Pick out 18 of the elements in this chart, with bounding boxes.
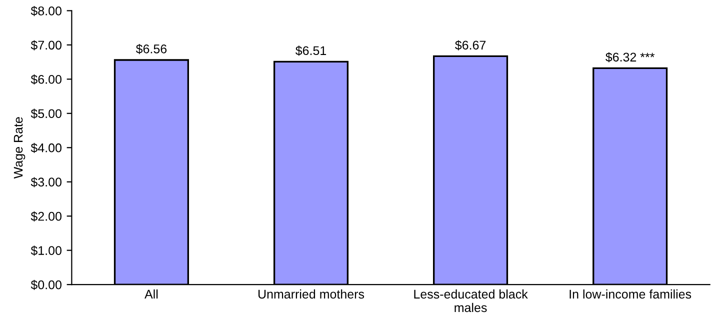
y-tick-label: $7.00	[30, 40, 62, 50]
y-tick-label: $8.00	[30, 6, 62, 16]
data-label: $6.51	[295, 46, 326, 56]
y-axis-title: Wage Rate	[14, 117, 26, 179]
x-tick-label: All	[144, 289, 158, 298]
y-tick-label: $5.00	[30, 108, 62, 119]
data-label: $6.32 ***	[606, 52, 655, 62]
data-label: $6.56	[136, 44, 167, 54]
data-label: $6.67	[455, 40, 486, 50]
x-tick-label: Unmarried mothers	[258, 289, 364, 299]
y-tick-label: $1.00	[30, 246, 62, 256]
x-tick-label: In low-income families	[570, 289, 692, 299]
y-tick-label: $0.00	[30, 280, 62, 290]
x-tick-label: Less-educated black males	[414, 289, 528, 312]
y-tick-label: $2.00	[30, 211, 62, 222]
y-tick-label: $6.00	[30, 74, 62, 85]
y-tick-label: $4.00	[30, 142, 62, 154]
y-tick-label: $3.00	[30, 177, 62, 188]
